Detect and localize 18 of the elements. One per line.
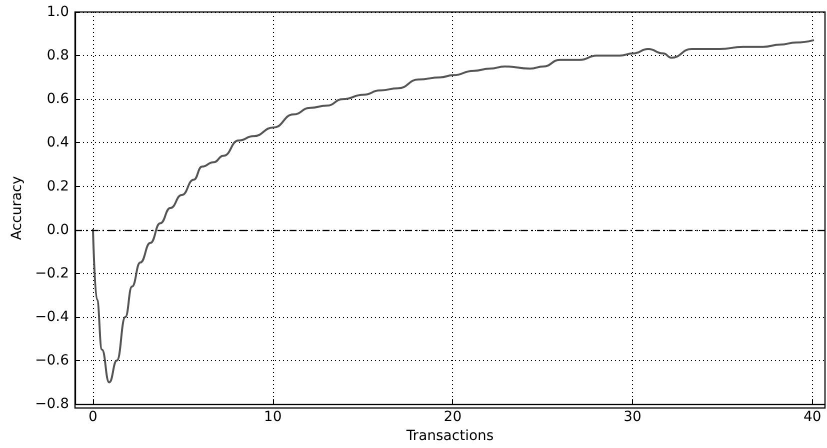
x-tick-label: 40 (803, 409, 822, 426)
line-series (92, 39, 814, 384)
y-tick-label: 0.2 (46, 178, 69, 194)
y-tick-label: 0.8 (46, 48, 69, 64)
y-tick-label: −0.4 (35, 308, 70, 325)
x-axis-title: Transactions (405, 428, 494, 444)
y-tick-label: −0.6 (35, 352, 70, 369)
y-tick-label: −0.2 (35, 265, 69, 282)
y-tick-label: −0.8 (35, 396, 69, 412)
y-tick-label: 0.4 (46, 134, 70, 151)
y-tick-label: 0.0 (46, 222, 69, 238)
x-tick-label: 20 (444, 409, 462, 426)
x-tick-label: 10 (264, 409, 282, 426)
y-tick-label: 1.0 (46, 4, 69, 20)
y-axis-title: Accuracy (9, 176, 26, 240)
y-tick-label: 0.6 (46, 91, 70, 108)
x-tick-label: 0 (88, 409, 98, 426)
x-tick-label: 30 (624, 409, 642, 426)
